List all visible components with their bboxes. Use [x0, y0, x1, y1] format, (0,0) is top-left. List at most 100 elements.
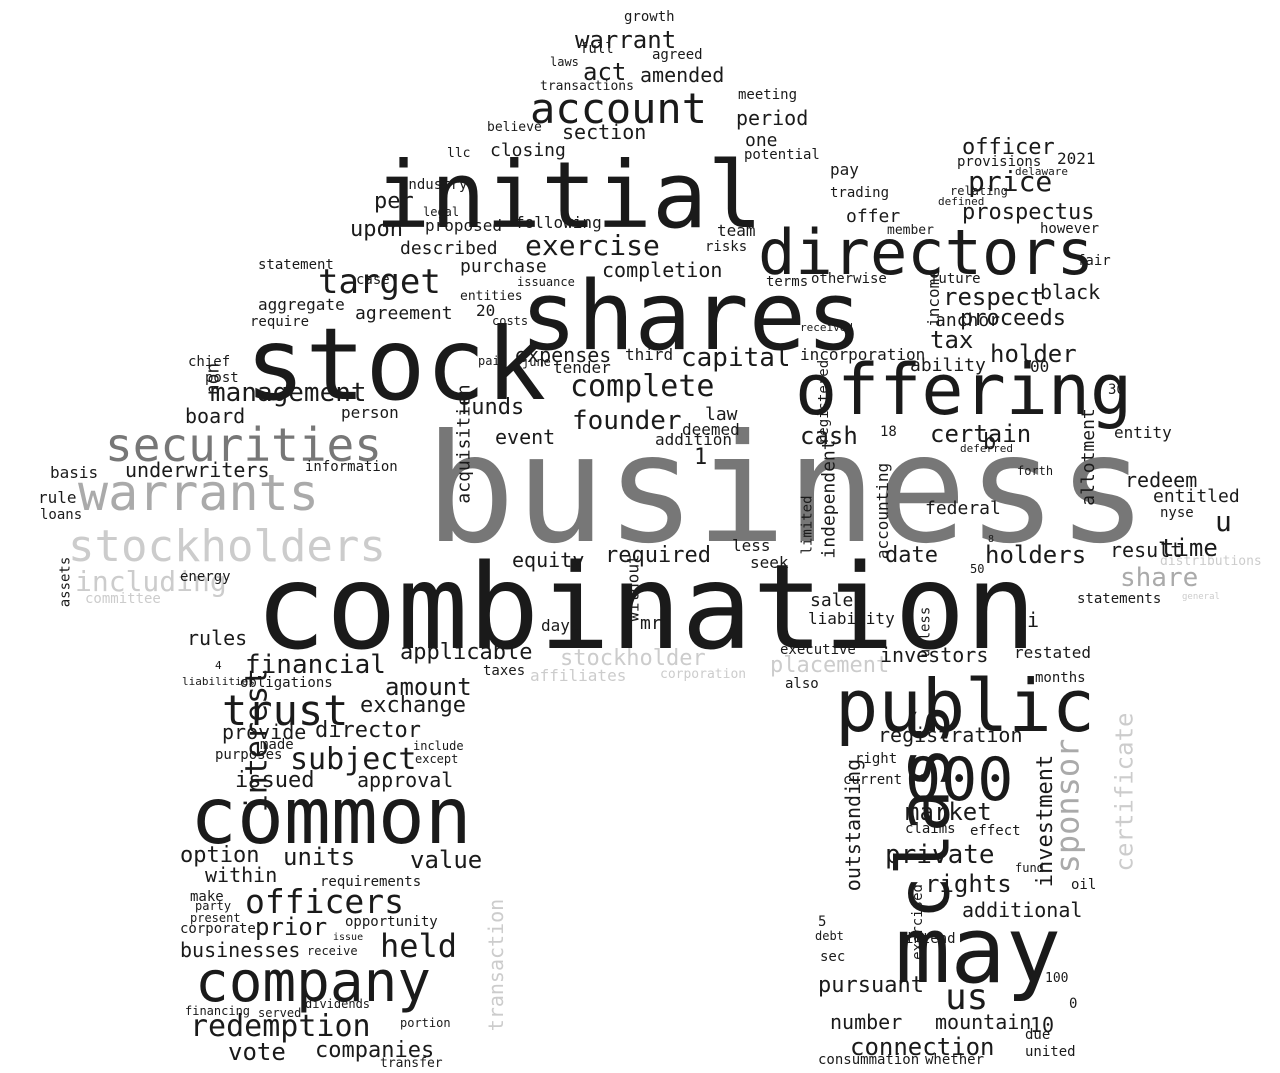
cloud-word: rights	[925, 870, 1012, 898]
cloud-word: third	[625, 345, 674, 364]
cloud-word: general	[1182, 592, 1220, 602]
cloud-word: exchange	[360, 693, 466, 718]
cloud-word: held	[380, 927, 458, 965]
cloud-word: full	[580, 41, 614, 57]
cloud-word: agreed	[652, 47, 703, 63]
cloud-word: make	[190, 889, 224, 905]
cloud-word: 000	[905, 745, 1014, 815]
cloud-word: llc	[447, 146, 471, 161]
cloud-word: whether	[925, 1052, 985, 1068]
cloud-word: opportunity	[345, 914, 438, 930]
cloud-word: oil	[1071, 877, 1097, 893]
cloud-word: upon	[350, 217, 403, 242]
cloud-word: restated	[1014, 643, 1092, 662]
cloud-word: required	[605, 543, 711, 568]
cloud-word: meeting	[738, 87, 798, 103]
cloud-word: purchase	[460, 256, 547, 277]
cloud-word: u	[1215, 505, 1232, 538]
cloud-word: consummation	[818, 1052, 920, 1068]
cloud-word: defined	[938, 195, 985, 208]
cloud-word: expenses	[515, 343, 612, 367]
cloud-word: fund	[1015, 861, 1044, 875]
cloud-word: businesses	[180, 938, 301, 962]
cloud-word: additional	[962, 898, 1083, 922]
cloud-word: may	[895, 897, 1062, 1004]
cloud-word: board	[185, 404, 246, 428]
cloud-word: liability	[808, 609, 895, 628]
cloud-word: transactions	[540, 79, 634, 94]
cloud-word: trading	[830, 185, 890, 201]
cloud-word: combination	[255, 538, 1037, 676]
cloud-word: entity	[1114, 423, 1172, 442]
cloud-word: tender	[553, 358, 611, 377]
cloud-word: chief	[188, 354, 231, 370]
cloud-word: pay	[830, 160, 859, 179]
cloud-word: value	[410, 846, 483, 874]
cloud-word: transfer	[380, 1056, 443, 1071]
cloud-word: account	[530, 84, 708, 133]
cloud-word: affiliates	[530, 666, 627, 685]
cloud-word: holder	[990, 340, 1077, 368]
cloud-word: paid	[478, 354, 507, 368]
cloud-word: days	[541, 616, 580, 635]
cloud-word: investors	[880, 643, 989, 667]
cloud-word: stockholders	[68, 521, 386, 572]
cloud-word: portion	[400, 1016, 451, 1030]
cloud-word: 50	[970, 562, 985, 576]
cloud-word: exercised	[909, 884, 926, 960]
cloud-word: entitled	[1153, 486, 1240, 507]
cloud-word: 4	[215, 659, 222, 672]
cloud-word: allotment	[1077, 408, 1099, 506]
cloud-word: holders	[985, 541, 1087, 569]
cloud-word: right	[855, 751, 898, 767]
cloud-word: claims	[905, 821, 956, 837]
cloud-word: served	[258, 1006, 302, 1020]
cloud-word: accounting	[873, 462, 893, 560]
cloud-word: fair	[1077, 253, 1111, 269]
cloud-word: dividends	[305, 997, 371, 1011]
cloud-word: offer	[846, 206, 901, 227]
cloud-word: limited	[799, 495, 816, 555]
cloud-word: intend	[905, 931, 956, 947]
cloud-word: effect	[970, 823, 1021, 839]
cloud-word: section	[562, 120, 647, 144]
cloud-word: rules	[187, 626, 248, 650]
cloud-word: june	[522, 355, 551, 369]
cloud-word: federal	[925, 498, 1001, 519]
cloud-word: statement	[258, 257, 334, 273]
cloud-word: unless	[917, 606, 934, 658]
cloud-word: information	[305, 459, 398, 475]
cloud-word: company	[195, 950, 432, 1015]
cloud-word: 00	[1030, 357, 1050, 376]
cloud-word: received	[800, 321, 853, 334]
cloud-word: however	[1040, 221, 1100, 237]
cloud-word: 2021	[1057, 149, 1096, 168]
cloud-word: distributions	[1160, 554, 1262, 569]
cloud-word: also	[785, 676, 819, 692]
cloud-word: capital	[681, 343, 791, 373]
cloud-word: amount	[385, 673, 472, 701]
cloud-word: nyse	[1160, 505, 1194, 521]
cloud-word: person	[341, 403, 399, 422]
cloud-word: officer	[962, 135, 1055, 160]
cloud-word: companies	[315, 1038, 435, 1063]
cloud-word: 30	[1108, 382, 1125, 398]
cloud-word: stock	[245, 306, 547, 423]
cloud-word: approval	[357, 768, 454, 792]
cloud-word: obligations	[240, 675, 333, 691]
cloud-word: liabilities	[182, 675, 255, 688]
cloud-word: common	[190, 772, 472, 862]
cloud-word: without	[623, 554, 643, 622]
cloud-word: provide	[222, 720, 307, 744]
cloud-word: including	[75, 565, 227, 598]
cloud-word: certificate	[1110, 712, 1139, 872]
cloud-word: receive	[307, 944, 358, 958]
cloud-word: proposed	[425, 216, 503, 235]
cloud-word: cash	[800, 422, 858, 450]
cloud-word: respect	[943, 283, 1045, 311]
cloud-word: present	[190, 911, 241, 925]
cloud-word: equity	[512, 548, 585, 572]
cloud-word: sale	[810, 590, 854, 611]
cloud-word: trust	[222, 686, 349, 735]
